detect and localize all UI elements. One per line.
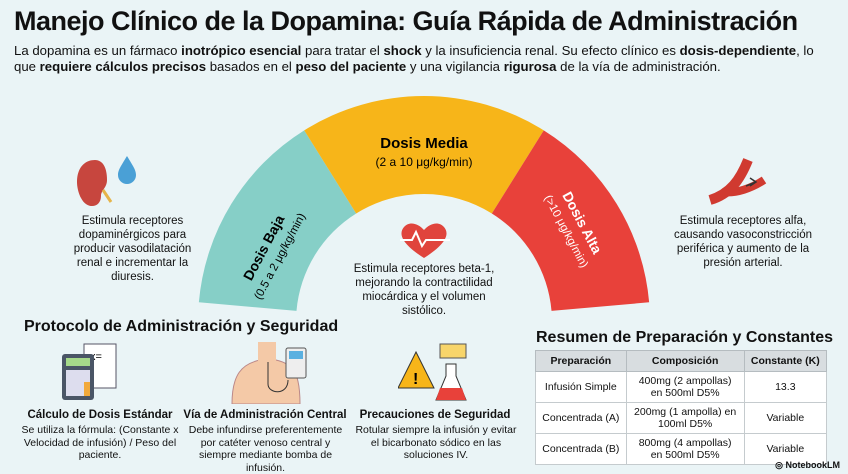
intro-text-run: dosis-dependiente [679,43,797,58]
mid-dose-range: (2 a 10 μg/kg/min) [376,155,473,169]
calc-title: Cálculo de Dosis Estándar [27,409,173,421]
cell: Concentrada (B) [535,433,627,465]
artery-icon [708,158,767,205]
gauge-segment-low [198,130,357,311]
preparation-table: Preparación Composición Constante (K) In… [535,350,828,465]
intro-text-run: shock [383,43,422,58]
table-row: Concentrada (B) 800mg (4 ampollas) en 500… [535,433,828,465]
central-route-text: Debe infundirse preferentemente por caté… [188,424,343,474]
cell: 13.3 [743,371,828,403]
intro-text-run: , lo que [14,43,814,74]
gauge-segment-high [491,130,650,311]
svg-text:x=: x= [90,351,102,363]
column-header: Composición [625,350,745,372]
gauge-segment-mid [304,95,544,214]
intro-text-run: de la vía de administración. [556,59,721,74]
calculator-icon: x= [62,343,117,400]
brand-watermark: ◎ NotebookLM [775,460,840,471]
brand-label: NotebookLM [785,460,841,470]
safety-text: Rotular siempre la infusión y evitar el … [355,424,517,461]
cell: 400mg (2 ampollas) en 500ml D5% [625,371,745,403]
intro-paragraph: La dopamina es un fármaco inotrópico ese… [14,43,834,75]
intro-text-run: para tratar el [301,43,384,58]
heart-rate-icon [400,223,450,258]
intro-text-run: y una vigilancia [406,59,504,74]
safety-title: Precauciones de Seguridad [359,409,511,421]
column-header: Preparación [535,350,627,372]
intro-text-run: La dopamina es un fármaco [14,43,182,58]
page-title: Manejo Clínico de la Dopamina: Guía Rápi… [14,6,798,36]
intro-text-run: requiere cálculos precisos [39,59,207,74]
calc-text: Se utiliza la fórmula: (Constante x Velo… [21,424,179,461]
cell: Variable [743,402,828,434]
table-row: Infusión Simple 400mg (2 ampollas) en 500… [535,371,828,403]
protocol-heading: Protocolo de Administración y Seguridad [24,318,339,335]
table-row: Concentrada (A) 200mg (1 ampolla) en 100m… [535,402,828,434]
central-line-patient-icon [231,342,307,404]
intro-text-run: basados en el [206,59,296,74]
mid-dose-effect: Estimula receptores beta-1, mejorando la… [353,263,495,317]
mid-dose-title: Dosis Media [380,135,468,152]
summary-heading: Resumen de Preparación y Constantes [536,329,833,346]
safety-warning-icon: ! [398,343,467,401]
notebooklm-icon: ◎ [775,460,786,470]
intro-text-run: y la insuficiencia renal. Su efecto clín… [421,43,680,58]
cell: Infusión Simple [535,371,627,403]
cell: Variable [743,433,828,465]
cell: Concentrada (A) [535,402,627,434]
intro-text-run: inotrópico esencial [181,43,302,58]
svg-text:!: ! [413,371,418,388]
column-header: Constante (K) [743,350,828,372]
kidney-icon [77,160,113,207]
cell: 200mg (1 ampolla) en 100ml D5% [625,402,745,434]
high-dose-effect: Estimula receptores alfa, causando vasoc… [673,215,813,269]
low-dose-effect: Estimula receptores dopaminérgicos para … [73,215,192,283]
intro-text-run: peso del paciente [295,59,407,74]
cell: 800mg (4 ampollas) en 500ml D5% [625,433,745,465]
central-route-title: Vía de Administración Central [183,409,347,421]
intro-text-run: rigurosa [503,59,557,74]
water-drop-icon [118,156,136,184]
